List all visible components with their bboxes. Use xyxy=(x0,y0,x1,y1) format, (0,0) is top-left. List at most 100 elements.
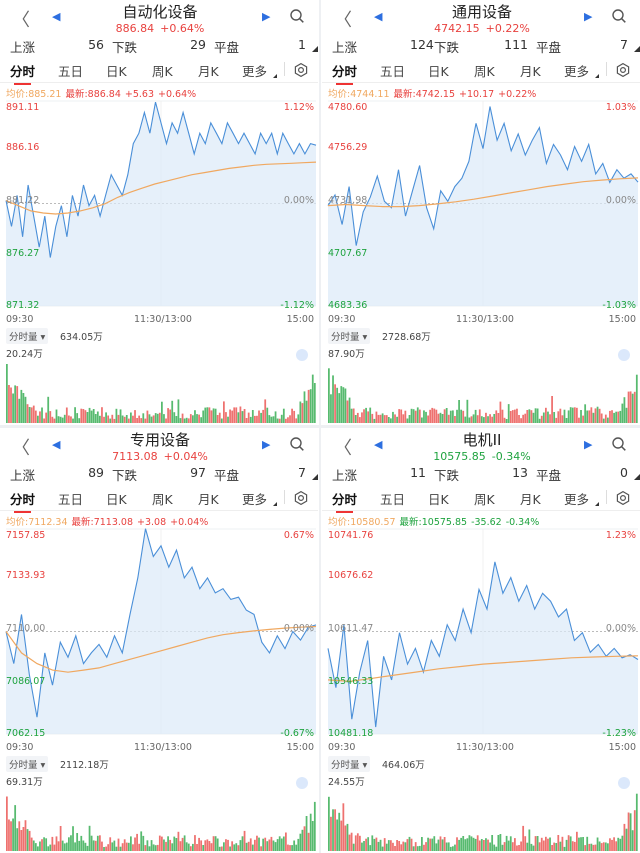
volume-bar xyxy=(565,839,568,851)
volume-bar xyxy=(233,407,236,423)
volume-bar xyxy=(524,413,527,423)
tab-weekly-k[interactable]: 周K xyxy=(474,492,495,507)
tab-five-day[interactable]: 五日 xyxy=(58,64,84,79)
gear-icon[interactable] xyxy=(294,63,308,77)
tab-monthly-k[interactable]: 月K xyxy=(198,492,219,507)
tab-more[interactable]: 更多 xyxy=(242,64,268,79)
volume-bar xyxy=(474,409,477,423)
tab-daily-k[interactable]: 日K xyxy=(428,492,449,507)
tab-weekly-k[interactable]: 周K xyxy=(152,492,173,507)
volume-bar xyxy=(125,842,128,851)
tab-monthly-k[interactable]: 月K xyxy=(520,64,541,79)
volume-bar xyxy=(289,845,291,851)
more-dropdown-icon[interactable] xyxy=(595,502,599,506)
volume-max: 24.55万 xyxy=(328,777,365,788)
intraday-chart[interactable] xyxy=(322,428,640,853)
volume-bar xyxy=(57,841,60,851)
volume-bar xyxy=(613,412,615,423)
volume-bar xyxy=(278,418,281,423)
search-icon[interactable] xyxy=(612,437,626,451)
back-chevron-icon[interactable]: 〈 xyxy=(334,10,352,31)
previous-sector-triangle-icon[interactable]: ◀ xyxy=(52,438,61,451)
y-pct-high: 0.67% xyxy=(283,530,314,541)
gear-icon[interactable] xyxy=(616,491,630,505)
tab-daily-k[interactable]: 日K xyxy=(428,64,449,79)
tab-intraday[interactable]: 分时 xyxy=(332,489,357,513)
back-chevron-icon[interactable]: 〈 xyxy=(12,438,30,459)
volume-bar xyxy=(99,415,101,423)
volume-bar xyxy=(483,417,485,423)
expand-corner-icon[interactable] xyxy=(634,474,640,480)
more-dropdown-icon[interactable] xyxy=(273,74,277,78)
tab-five-day[interactable]: 五日 xyxy=(380,492,406,507)
volume-bar xyxy=(623,397,626,423)
volume-bar xyxy=(239,840,242,851)
zoom-icon[interactable] xyxy=(296,777,308,789)
search-icon[interactable] xyxy=(612,9,626,23)
search-icon[interactable] xyxy=(290,9,304,23)
gear-icon[interactable] xyxy=(294,491,308,505)
previous-sector-triangle-icon[interactable]: ◀ xyxy=(374,438,383,451)
intraday-chart[interactable] xyxy=(322,0,640,425)
volume-bar xyxy=(183,418,186,423)
tab-daily-k[interactable]: 日K xyxy=(106,492,127,507)
more-dropdown-icon[interactable] xyxy=(273,502,277,506)
back-chevron-icon[interactable]: 〈 xyxy=(12,10,30,31)
volume-bar xyxy=(449,410,452,423)
tab-weekly-k[interactable]: 周K xyxy=(152,64,173,79)
volume-bar xyxy=(8,819,10,851)
tab-intraday[interactable]: 分时 xyxy=(10,61,35,85)
back-chevron-icon[interactable]: 〈 xyxy=(334,438,352,459)
next-sector-triangle-icon[interactable]: ▶ xyxy=(584,438,593,451)
zoom-icon[interactable] xyxy=(296,349,308,361)
next-sector-triangle-icon[interactable]: ▶ xyxy=(262,10,271,23)
tab-monthly-k[interactable]: 月K xyxy=(198,64,219,79)
tab-more[interactable]: 更多 xyxy=(242,492,268,507)
expand-corner-icon[interactable] xyxy=(312,474,318,480)
volume-type-button[interactable]: 分时量 ▾ xyxy=(6,756,49,772)
more-dropdown-icon[interactable] xyxy=(595,74,599,78)
volume-bar xyxy=(594,844,597,851)
volume-bar xyxy=(433,408,436,423)
volume-bar xyxy=(63,843,66,851)
volume-bar xyxy=(588,410,591,423)
volume-bar xyxy=(183,835,186,851)
expand-corner-icon[interactable] xyxy=(634,46,640,52)
y-label-base: 4731.98 xyxy=(328,195,368,206)
volume-max: 87.90万 xyxy=(328,349,365,360)
gear-icon[interactable] xyxy=(616,63,630,77)
volume-bar xyxy=(425,411,427,423)
volume-bar xyxy=(524,836,527,851)
zoom-icon[interactable] xyxy=(618,349,630,361)
volume-bar xyxy=(491,835,494,851)
tab-monthly-k[interactable]: 月K xyxy=(520,492,541,507)
tab-intraday[interactable]: 分时 xyxy=(10,489,35,513)
volume-type-button[interactable]: 分时量 ▾ xyxy=(6,328,49,344)
expand-corner-icon[interactable] xyxy=(312,46,318,52)
intraday-chart[interactable] xyxy=(0,0,318,425)
volume-bar xyxy=(559,408,562,423)
volume-bar xyxy=(72,826,74,851)
tab-weekly-k[interactable]: 周K xyxy=(474,64,495,79)
volume-bar xyxy=(625,828,628,851)
search-icon[interactable] xyxy=(290,437,304,451)
volume-bar xyxy=(390,418,392,423)
volume-type-button[interactable]: 分时量 ▾ xyxy=(328,756,371,772)
previous-sector-triangle-icon[interactable]: ◀ xyxy=(374,10,383,23)
volume-bar xyxy=(631,830,634,851)
tab-more[interactable]: 更多 xyxy=(564,64,590,79)
volume-type-button[interactable]: 分时量 ▾ xyxy=(328,328,371,344)
volume-bar xyxy=(101,841,103,851)
zoom-icon[interactable] xyxy=(618,777,630,789)
tab-intraday[interactable]: 分时 xyxy=(332,61,357,85)
tab-daily-k[interactable]: 日K xyxy=(106,64,127,79)
tab-five-day[interactable]: 五日 xyxy=(58,492,84,507)
tab-more[interactable]: 更多 xyxy=(564,492,590,507)
next-sector-triangle-icon[interactable]: ▶ xyxy=(262,438,271,451)
tab-five-day[interactable]: 五日 xyxy=(380,64,406,79)
y-label-upper: 4756.29 xyxy=(328,142,368,153)
next-sector-triangle-icon[interactable]: ▶ xyxy=(584,10,593,23)
previous-sector-triangle-icon[interactable]: ◀ xyxy=(52,10,61,23)
volume-bar xyxy=(449,846,452,851)
intraday-chart[interactable] xyxy=(0,428,318,853)
